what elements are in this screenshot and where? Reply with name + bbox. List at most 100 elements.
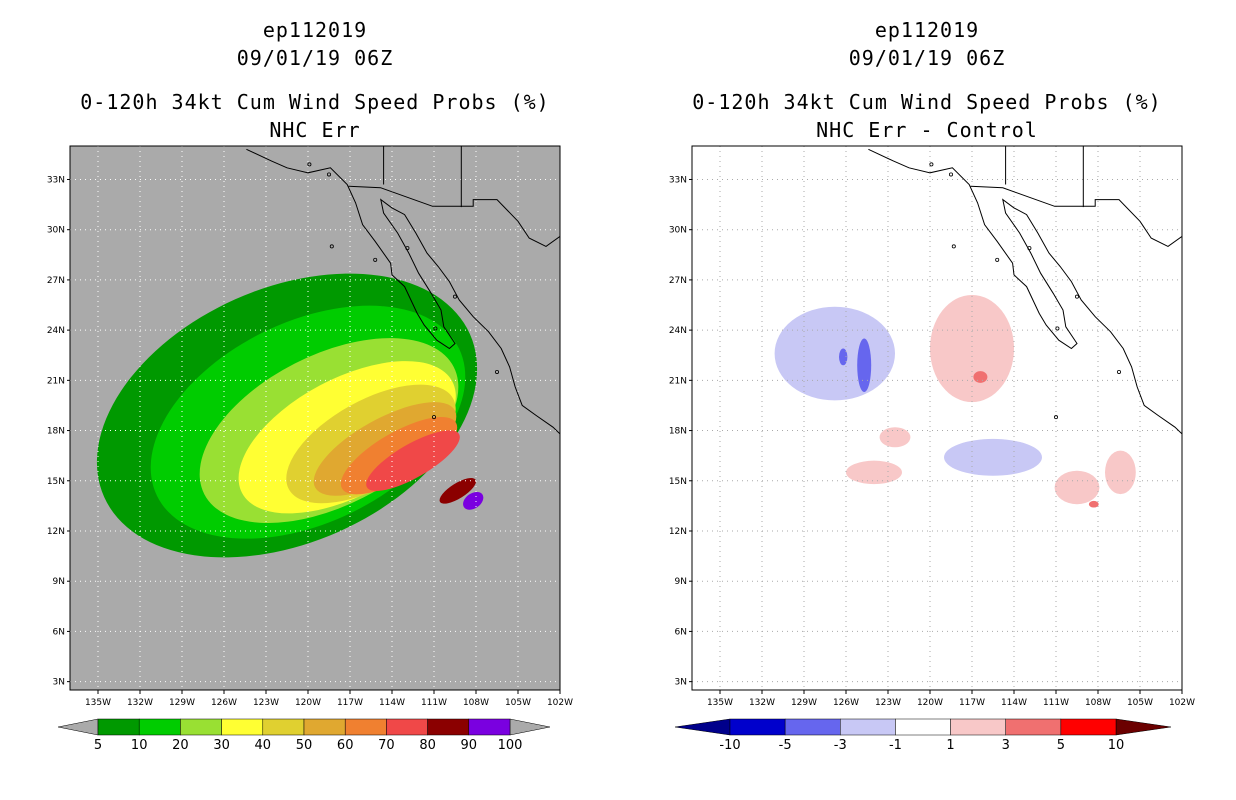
colorbar-swatch-0 bbox=[729, 718, 786, 736]
lat-tick-label-6N: 6N bbox=[675, 627, 687, 637]
colorbar-label-1: -5 bbox=[779, 738, 792, 753]
colorbar-label-5: 50 bbox=[296, 738, 313, 753]
island-1 bbox=[307, 162, 312, 167]
colorbar-low-arrow bbox=[674, 718, 731, 736]
right-chart-title: 0-120h 34kt Cum Wind Speed Probs (%) bbox=[692, 90, 1162, 114]
lon-tick-label-108W: 108W bbox=[463, 698, 489, 708]
colorbar-label-1: 10 bbox=[131, 738, 148, 753]
lat-tick-label-30N: 30N bbox=[47, 226, 65, 236]
island-8 bbox=[1117, 369, 1122, 374]
lon-tick-label-120W: 120W bbox=[295, 698, 321, 708]
colorbar-label-3: -1 bbox=[889, 738, 902, 753]
anomaly-neg-2 bbox=[839, 348, 848, 366]
island-5 bbox=[1055, 326, 1060, 331]
left-datetime: 09/01/19 06Z bbox=[236, 46, 394, 70]
colorbar-swatch-8 bbox=[427, 718, 470, 736]
colorbar-swatch-3 bbox=[895, 718, 951, 736]
island-3 bbox=[373, 257, 378, 262]
lat-tick-label-9N: 9N bbox=[675, 577, 687, 587]
map-frame bbox=[69, 145, 561, 691]
lat-tick-label-30N: 30N bbox=[669, 226, 687, 236]
colorbar-swatch-4 bbox=[262, 718, 305, 736]
colorbar-label-7: 70 bbox=[378, 738, 395, 753]
island-6 bbox=[431, 415, 436, 420]
island-0 bbox=[326, 172, 331, 177]
lon-tick-label-117W: 117W bbox=[959, 698, 985, 708]
colorbar-label-0: -10 bbox=[719, 738, 740, 753]
colorbar: -10 -5 -3 -1 1 3 5 10 bbox=[674, 718, 1172, 753]
contour-90-percent bbox=[463, 491, 484, 510]
colorbar-swatch-2 bbox=[840, 718, 896, 736]
colorbar-swatch-6 bbox=[344, 718, 387, 736]
anomaly-neg-0 bbox=[774, 306, 895, 401]
lon-tick-label-123W: 123W bbox=[253, 698, 279, 708]
lon-tick-label-120W: 120W bbox=[917, 698, 943, 708]
lon-tick-label-129W: 129W bbox=[791, 698, 817, 708]
lon-tick-label-105W: 105W bbox=[505, 698, 531, 708]
lat-tick-label-12N: 12N bbox=[669, 527, 687, 537]
anomaly-pos-9 bbox=[1105, 450, 1136, 495]
lat-tick-label-24N: 24N bbox=[47, 326, 65, 336]
lat-tick-label-27N: 27N bbox=[47, 276, 65, 286]
lon-tick-label-123W: 123W bbox=[875, 698, 901, 708]
colorbar-label-3: 30 bbox=[213, 738, 230, 753]
lat-tick-label-21N: 21N bbox=[47, 376, 65, 386]
lon-tick-label-135W: 135W bbox=[707, 698, 733, 708]
coastline bbox=[868, 148, 1182, 435]
lat-tick-label-15N: 15N bbox=[47, 477, 65, 487]
colorbar-low-arrow bbox=[57, 718, 99, 736]
lon-tick-label-126W: 126W bbox=[211, 698, 237, 708]
colorbar-label-8: 80 bbox=[419, 738, 436, 753]
lat-tick-label-24N: 24N bbox=[669, 326, 687, 336]
colorbar: 5 10 20 30 40 50 60 70 80 90 100 bbox=[57, 718, 551, 753]
lat-tick-label-33N: 33N bbox=[47, 175, 65, 185]
lon-tick-label-114W: 114W bbox=[1001, 698, 1027, 708]
lat-tick-label-12N: 12N bbox=[47, 527, 65, 537]
colorbar-swatch-5 bbox=[303, 718, 346, 736]
map-background bbox=[692, 146, 1182, 690]
lon-tick-label-111W: 111W bbox=[421, 698, 447, 708]
colorbar-label-10: 100 bbox=[498, 738, 523, 753]
anomaly-neg-1 bbox=[857, 338, 872, 393]
lat-tick-label-18N: 18N bbox=[47, 427, 65, 437]
anomaly-pos-10 bbox=[1088, 500, 1099, 508]
colorbar-label-5: 3 bbox=[1002, 738, 1010, 753]
lon-tick-label-135W: 135W bbox=[85, 698, 111, 708]
colorbar-swatch-2 bbox=[180, 718, 222, 736]
colorbar-label-7: 10 bbox=[1108, 738, 1125, 753]
lon-tick-label-132W: 132W bbox=[749, 698, 775, 708]
us-mexico-border bbox=[348, 185, 560, 247]
lon-tick-label-105W: 105W bbox=[1127, 698, 1153, 708]
lat-tick-label-3N: 3N bbox=[53, 678, 65, 688]
colorbar-swatch-3 bbox=[221, 718, 264, 736]
colorbar-label-6: 5 bbox=[1057, 738, 1065, 753]
lon-tick-label-132W: 132W bbox=[127, 698, 153, 708]
colorbar-swatch-5 bbox=[1005, 718, 1062, 736]
colorbar-swatch-0 bbox=[97, 718, 140, 736]
island-7 bbox=[1075, 294, 1080, 299]
colorbar-label-0: 5 bbox=[94, 738, 102, 753]
right-storm-id: ep112019 bbox=[874, 18, 980, 42]
left-storm-id: ep112019 bbox=[262, 18, 368, 42]
lat-tick-label-27N: 27N bbox=[669, 276, 687, 286]
island-4 bbox=[405, 246, 410, 251]
coastline bbox=[246, 148, 560, 435]
anomaly-pos-4 bbox=[973, 371, 988, 383]
lat-tick-label-3N: 3N bbox=[675, 678, 687, 688]
colorbar-swatch-4 bbox=[950, 718, 1006, 736]
island-6 bbox=[1054, 415, 1059, 420]
island-5 bbox=[433, 326, 438, 331]
lat-tick-label-21N: 21N bbox=[669, 376, 687, 386]
colorbar-swatch-1 bbox=[138, 718, 181, 736]
right-datetime: 09/01/19 06Z bbox=[848, 46, 1006, 70]
colorbar-label-6: 60 bbox=[337, 738, 354, 753]
island-4 bbox=[1027, 246, 1032, 251]
lon-tick-label-114W: 114W bbox=[379, 698, 405, 708]
contour-80-percent bbox=[439, 477, 477, 504]
colorbar-swatch-1 bbox=[784, 718, 841, 736]
lat-tick-label-15N: 15N bbox=[669, 477, 687, 487]
anomaly-neg-5 bbox=[944, 438, 1042, 476]
right-chart-subtitle: NHC Err - Control bbox=[816, 118, 1038, 142]
anomaly-pos-8 bbox=[1054, 470, 1100, 505]
